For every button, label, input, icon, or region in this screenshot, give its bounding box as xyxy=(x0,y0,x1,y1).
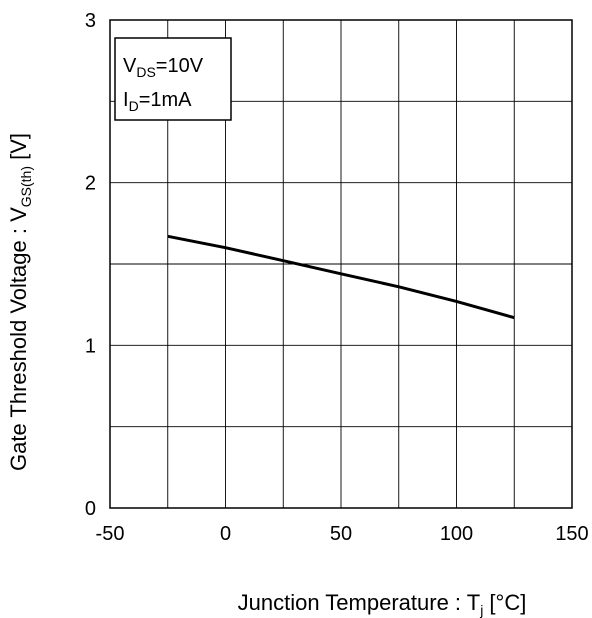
condition-vds: VDS=10V xyxy=(123,55,204,80)
series-line xyxy=(167,234,515,320)
series-group xyxy=(167,234,515,320)
x-tick-label: 0 xyxy=(220,523,231,545)
y-tick-label: 2 xyxy=(85,173,96,195)
y-tick-label: 3 xyxy=(85,10,96,32)
x-axis-ticks: -50 0 50 100 150 xyxy=(96,523,589,545)
plot-frame xyxy=(109,19,573,509)
y-axis-ticks: 0 1 2 3 xyxy=(85,10,96,520)
x-tick-label: -50 xyxy=(96,523,125,545)
condition-box: VDS=10V ID=1mA xyxy=(114,37,232,121)
x-tick-label: 150 xyxy=(555,523,588,545)
condition-id: ID=1mA xyxy=(123,89,192,114)
y-axis-label: Gate Threshold Voltage : VGS(th) [V] xyxy=(6,133,34,471)
x-tick-label: 50 xyxy=(330,523,352,545)
y-tick-label: 0 xyxy=(85,498,96,520)
condition-box-frame xyxy=(114,37,232,121)
y-tick-label: 1 xyxy=(85,335,96,357)
x-tick-label: 100 xyxy=(440,523,473,545)
x-axis-label: Junction Temperature : Tj [°C] xyxy=(238,590,527,618)
